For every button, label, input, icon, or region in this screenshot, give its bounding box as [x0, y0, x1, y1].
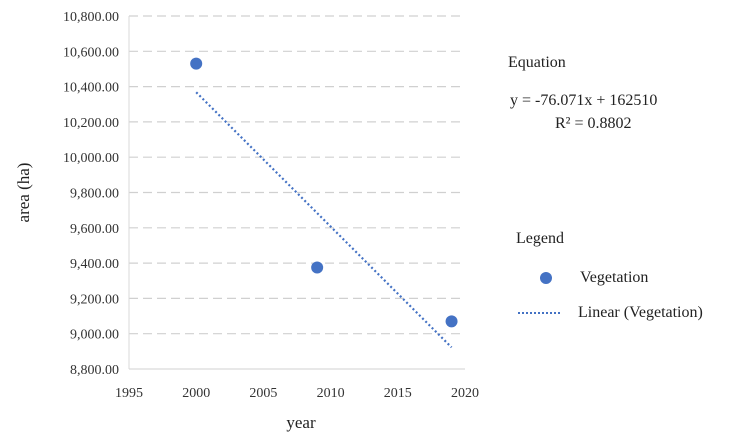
- legend-entry-linear-vegetation: Linear (Vegetation): [518, 304, 703, 322]
- legend-title: Legend: [516, 230, 564, 247]
- data-points: [190, 57, 458, 328]
- gridlines: [129, 15, 465, 335]
- equation-panel-title: Equation: [508, 54, 566, 71]
- legend-marker-dot-icon: [540, 272, 552, 284]
- data-point: [190, 57, 203, 70]
- trendline-equation: y = -76.071x + 162510: [510, 92, 658, 109]
- y-tick-label: 9,000.00: [70, 328, 119, 343]
- y-tick-label: 8,800.00: [70, 363, 119, 378]
- y-axis-title: area (ha): [14, 163, 33, 223]
- x-tick-label: 2010: [317, 386, 345, 401]
- y-tick-label: 10,800.00: [63, 10, 119, 25]
- y-tick-label: 10,200.00: [63, 116, 119, 131]
- y-axis-tick-labels: 8,800.00 9,000.00 9,200.00 9,400.00 9,600.00…: [63, 10, 119, 378]
- x-tick-label: 2005: [249, 386, 277, 401]
- y-tick-label: 10,400.00: [63, 81, 119, 96]
- y-tick-label: 9,800.00: [70, 187, 119, 202]
- data-point: [445, 315, 458, 328]
- legend-label-linear-vegetation: Linear (Vegetation): [578, 304, 703, 321]
- legend-label-vegetation: Vegetation: [580, 269, 649, 286]
- x-tick-label: 2020: [451, 386, 479, 401]
- y-tick-label: 9,600.00: [70, 222, 119, 237]
- linear-trendline: [195, 91, 453, 349]
- y-tick-label: 10,600.00: [63, 45, 119, 60]
- x-tick-label: 2015: [384, 386, 412, 401]
- x-axis-title: year: [286, 413, 316, 432]
- x-tick-label: 2000: [182, 386, 210, 401]
- x-tick-label: 1995: [115, 386, 143, 401]
- r-squared-value: R² = 0.8802: [555, 115, 632, 132]
- y-tick-label: 9,200.00: [70, 292, 119, 307]
- x-axis-tick-labels: 1995 2000 2005 2010 2015 2020: [115, 386, 479, 401]
- legend-entry-vegetation: Vegetation: [540, 269, 648, 287]
- legend-dotted-line-icon: [518, 312, 560, 314]
- data-point: [311, 261, 324, 274]
- y-tick-label: 10,000.00: [63, 151, 119, 166]
- y-tick-label: 9,400.00: [70, 257, 119, 272]
